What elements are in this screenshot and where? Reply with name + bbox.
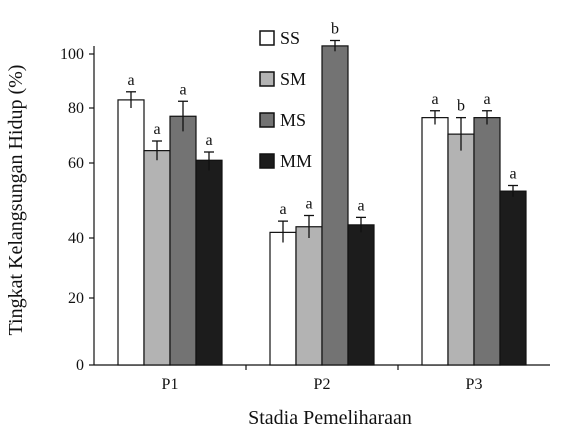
bar xyxy=(118,100,144,365)
bar xyxy=(196,160,222,365)
bar xyxy=(500,191,526,365)
significance-label: a xyxy=(179,81,186,98)
x-tick-label: P1 xyxy=(162,376,179,393)
y-tick-label: 20 xyxy=(68,290,84,307)
x-axis-title: Stadia Pemeliharaan xyxy=(248,407,412,429)
bar xyxy=(296,227,322,365)
significance-label: a xyxy=(127,72,134,89)
legend-label: SS xyxy=(280,28,300,48)
significance-label: a xyxy=(279,201,286,218)
significance-label: b xyxy=(457,98,465,115)
significance-label: a xyxy=(205,132,212,149)
y-tick-label: 80 xyxy=(68,100,84,117)
y-tick-label: 40 xyxy=(68,230,84,247)
x-tick-label: P3 xyxy=(466,376,483,393)
legend-label: MS xyxy=(280,110,306,130)
legend-label: MM xyxy=(280,151,312,171)
legend-swatch xyxy=(260,31,274,45)
bar xyxy=(474,118,500,365)
legend-label: SM xyxy=(280,69,306,89)
y-tick-label: 100 xyxy=(60,46,84,63)
y-axis-title: Tingkat Kelangsungan Hidup (%) xyxy=(5,65,27,336)
significance-label: a xyxy=(357,197,364,214)
significance-label: a xyxy=(305,196,312,213)
significance-label: a xyxy=(483,91,490,108)
significance-label: b xyxy=(331,21,339,38)
legend-swatch xyxy=(260,113,274,127)
y-tick-label: 0 xyxy=(76,357,84,374)
significance-label: a xyxy=(153,121,160,138)
bar xyxy=(448,134,474,365)
y-tick-label: 60 xyxy=(68,155,84,172)
bar xyxy=(144,151,170,365)
significance-label: a xyxy=(431,91,438,108)
bar xyxy=(170,116,196,365)
legend-swatch xyxy=(260,154,274,168)
x-tick-label: P2 xyxy=(314,376,331,393)
bar xyxy=(270,232,296,365)
bar xyxy=(348,225,374,365)
bar xyxy=(322,46,348,365)
y-axis-title-group: Tingkat Kelangsungan Hidup (%) xyxy=(5,65,27,336)
bar xyxy=(422,118,448,365)
legend-swatch xyxy=(260,72,274,86)
legend: SS SM MS MM xyxy=(260,28,312,171)
significance-label: a xyxy=(509,166,516,183)
